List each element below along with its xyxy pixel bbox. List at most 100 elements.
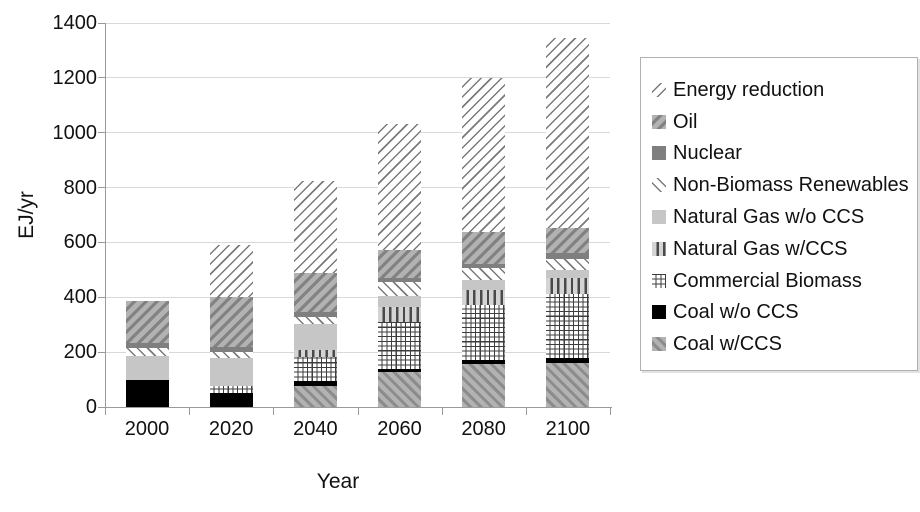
gridline	[105, 296, 610, 298]
x-axis-tick	[441, 408, 443, 415]
legend-item: Natural Gas w/o CCS	[641, 201, 917, 233]
legend-label: Oil	[673, 110, 698, 133]
bar-segment	[378, 369, 422, 373]
gridline	[105, 22, 610, 24]
legend-box: Energy reduction Oil Nuclear Non-Biomass Re…	[640, 57, 918, 371]
y-axis-tick	[98, 351, 105, 353]
bar-segment	[546, 269, 590, 279]
bar-segment	[125, 348, 169, 357]
bar-segment	[462, 305, 506, 361]
x-axis-title: Year	[316, 470, 360, 493]
legend-swatch	[652, 241, 666, 256]
x-tick-label: 2020	[208, 418, 254, 440]
bar-segment	[378, 277, 422, 283]
bar-segment	[209, 357, 253, 387]
y-axis-line	[105, 23, 106, 408]
bar-segment	[378, 307, 422, 323]
bar-segment	[125, 379, 169, 407]
bar-segment	[293, 323, 337, 351]
y-axis-tick	[98, 296, 105, 298]
x-axis-tick	[525, 408, 527, 415]
bar-segment	[209, 245, 253, 298]
legend-label: Energy reduction	[673, 78, 825, 101]
y-tick-label: 1000	[52, 121, 98, 144]
bar-segment	[462, 360, 506, 365]
bar-segment	[293, 312, 337, 317]
y-tick-label: 800	[63, 176, 97, 199]
x-tick-label: 2040	[293, 418, 338, 440]
legend-label: Non-Biomass Renewables	[673, 174, 909, 197]
gridline	[105, 77, 610, 79]
bar-segment	[462, 263, 506, 269]
bar-segment	[293, 385, 337, 407]
x-axis-line	[105, 407, 612, 408]
legend-label: Coal w/CCS	[673, 333, 782, 356]
bar-segment	[546, 253, 590, 259]
legend-item: Oil	[641, 106, 917, 138]
bar-segment	[378, 249, 422, 278]
x-tick-label: 2000	[124, 418, 170, 440]
legend-item: Coal w/o CCS	[641, 297, 917, 329]
bar-segment	[462, 77, 506, 232]
legend-label: Natural Gas w/CCS	[673, 237, 848, 260]
y-axis-tick	[98, 187, 105, 189]
bar-segment	[378, 295, 422, 308]
legend-item: Nuclear	[641, 138, 917, 170]
bar-segment	[378, 322, 422, 370]
legend-item: Energy reduction	[641, 74, 917, 106]
bar-segment	[125, 301, 169, 343]
bar-segment	[125, 342, 169, 349]
bar-segment	[546, 293, 590, 359]
bar-segment	[209, 393, 253, 407]
y-axis-tick	[98, 132, 105, 134]
x-axis-tick	[189, 408, 191, 415]
y-tick-label: 1200	[52, 66, 98, 89]
bar-segment	[378, 124, 422, 250]
legend-item: Non-Biomass Renewables	[641, 169, 917, 201]
y-axis-tick	[98, 241, 105, 243]
bar-segment	[293, 350, 337, 358]
bar-segment	[378, 372, 422, 407]
gridline	[105, 132, 610, 134]
bar-segment	[462, 232, 506, 264]
y-axis-tick	[98, 406, 105, 408]
gridline	[105, 351, 610, 353]
bar-segment	[209, 386, 253, 394]
legend-swatch	[652, 114, 666, 129]
x-axis-tick	[610, 408, 611, 415]
bar-segment	[125, 356, 169, 380]
y-tick-label: 400	[63, 286, 97, 309]
bar-segment	[546, 258, 590, 270]
bar-segment	[546, 278, 590, 294]
bar-segment	[546, 358, 590, 363]
bar-segment	[293, 180, 337, 273]
legend-swatch	[652, 273, 666, 288]
bar-segment	[546, 362, 590, 407]
legend-label: Commercial Biomass	[673, 269, 862, 292]
legend-swatch	[652, 305, 666, 320]
bar-segment	[209, 297, 253, 347]
x-tick-label: 2100	[545, 418, 591, 440]
y-axis-tick	[98, 22, 105, 24]
legend-swatch	[652, 146, 666, 161]
bar-segment	[462, 280, 506, 291]
bar-segment	[546, 228, 590, 254]
legend-swatch	[652, 337, 666, 352]
legend-item: Coal w/CCS	[641, 328, 917, 360]
x-axis-tick	[105, 408, 106, 415]
bar-segment	[293, 380, 337, 386]
bar-segment	[462, 290, 506, 306]
x-tick-label: 2080	[461, 418, 506, 440]
y-axis-tick	[98, 77, 105, 79]
legend-label: Coal w/o CCS	[673, 301, 799, 324]
bar-segment	[209, 346, 253, 352]
x-axis-tick	[273, 408, 275, 415]
y-tick-label: 1400	[52, 12, 98, 34]
legend-label: Natural Gas w/o CCS	[673, 206, 865, 229]
x-axis-tick	[357, 408, 359, 415]
y-tick-label: 200	[63, 341, 97, 364]
bar-segment	[546, 38, 590, 229]
legend-swatch	[652, 82, 666, 97]
gridline	[105, 187, 610, 189]
